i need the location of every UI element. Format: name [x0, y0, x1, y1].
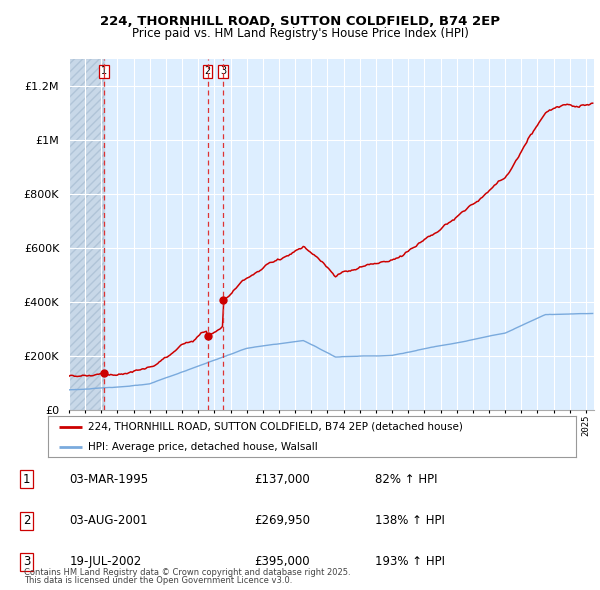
Text: £395,000: £395,000	[254, 555, 310, 569]
Bar	[69, 59, 104, 410]
Text: 193% ↑ HPI: 193% ↑ HPI	[375, 555, 445, 569]
Text: 3: 3	[23, 555, 30, 569]
Text: 138% ↑ HPI: 138% ↑ HPI	[375, 514, 445, 527]
Text: 2: 2	[23, 514, 30, 527]
Text: Price paid vs. HM Land Registry's House Price Index (HPI): Price paid vs. HM Land Registry's House …	[131, 27, 469, 40]
Text: 2: 2	[205, 66, 211, 76]
Text: 1: 1	[101, 66, 107, 76]
Text: 19-JUL-2002: 19-JUL-2002	[70, 555, 142, 569]
Text: £137,000: £137,000	[254, 473, 310, 486]
Text: £269,950: £269,950	[254, 514, 310, 527]
Bar	[69, 59, 104, 410]
Text: 03-MAR-1995: 03-MAR-1995	[70, 473, 149, 486]
Text: 3: 3	[220, 66, 226, 76]
Text: HPI: Average price, detached house, Walsall: HPI: Average price, detached house, Wals…	[88, 441, 317, 451]
Text: 224, THORNHILL ROAD, SUTTON COLDFIELD, B74 2EP: 224, THORNHILL ROAD, SUTTON COLDFIELD, B…	[100, 15, 500, 28]
Text: 03-AUG-2001: 03-AUG-2001	[70, 514, 148, 527]
Text: 224, THORNHILL ROAD, SUTTON COLDFIELD, B74 2EP (detached house): 224, THORNHILL ROAD, SUTTON COLDFIELD, B…	[88, 422, 463, 432]
Text: 82% ↑ HPI: 82% ↑ HPI	[375, 473, 437, 486]
Text: Contains HM Land Registry data © Crown copyright and database right 2025.: Contains HM Land Registry data © Crown c…	[24, 568, 350, 577]
Text: This data is licensed under the Open Government Licence v3.0.: This data is licensed under the Open Gov…	[24, 576, 292, 585]
Text: 1: 1	[23, 473, 30, 486]
